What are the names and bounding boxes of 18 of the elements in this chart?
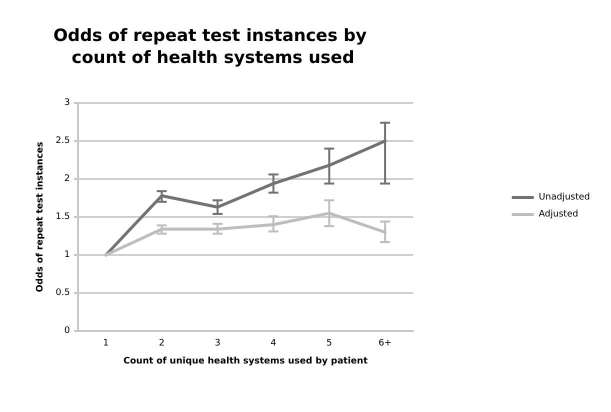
y-tick-label: 2.5 xyxy=(56,136,70,146)
x-tick-label: 2 xyxy=(158,338,165,348)
y-axis-title: Odds of repeat test instances xyxy=(35,142,46,292)
x-tick-label: 3 xyxy=(214,338,220,348)
x-axis-title: Count of unique health systems used by patient xyxy=(123,356,368,366)
legend-label: Unadjusted xyxy=(538,192,590,202)
y-tick-label: 2 xyxy=(64,174,70,184)
y-tick-label: 1 xyxy=(64,250,70,260)
x-tick-label: 5 xyxy=(326,338,332,348)
x-tick-label: 6+ xyxy=(378,338,392,348)
y-tick-label: 0 xyxy=(64,326,70,336)
legend-label: Adjusted xyxy=(538,210,578,220)
x-tick-label: 1 xyxy=(103,338,109,348)
y-tick-label: 0.5 xyxy=(56,288,70,298)
y-tick-label: 3 xyxy=(64,98,70,108)
x-tick-label: 4 xyxy=(270,338,277,348)
chart-title: Odds of repeat test instances by count of health systems used xyxy=(53,26,373,68)
y-tick-label: 1.5 xyxy=(56,212,70,222)
